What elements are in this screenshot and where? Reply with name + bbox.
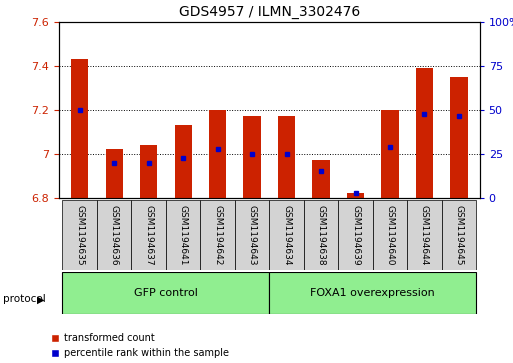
Title: GDS4957 / ILMN_3302476: GDS4957 / ILMN_3302476 <box>179 5 360 19</box>
Bar <box>97 200 131 270</box>
Bar <box>304 200 338 270</box>
Bar <box>174 125 192 198</box>
Bar <box>407 200 442 270</box>
Legend: transformed count, percentile rank within the sample: transformed count, percentile rank withi… <box>51 333 229 358</box>
Bar <box>209 110 226 198</box>
Text: GSM1194645: GSM1194645 <box>455 205 463 265</box>
Bar <box>140 145 157 198</box>
Text: FOXA1 overexpression: FOXA1 overexpression <box>310 288 435 298</box>
Text: GSM1194634: GSM1194634 <box>282 205 291 265</box>
Bar <box>416 68 433 198</box>
Text: GSM1194636: GSM1194636 <box>110 205 119 265</box>
Bar <box>442 200 476 270</box>
Bar <box>347 193 364 198</box>
Bar <box>235 200 269 270</box>
Bar <box>278 117 295 198</box>
Bar <box>166 200 201 270</box>
Text: GSM1194638: GSM1194638 <box>317 205 326 265</box>
Text: protocol: protocol <box>3 294 45 305</box>
Bar <box>244 117 261 198</box>
Text: GSM1194639: GSM1194639 <box>351 205 360 265</box>
Bar <box>131 200 166 270</box>
Bar <box>63 272 269 314</box>
Bar <box>269 200 304 270</box>
Bar <box>201 200 235 270</box>
Bar <box>63 200 97 270</box>
Bar <box>269 272 476 314</box>
Text: GFP control: GFP control <box>134 288 198 298</box>
Bar <box>71 59 88 198</box>
Text: GSM1194635: GSM1194635 <box>75 205 84 265</box>
Text: GSM1194644: GSM1194644 <box>420 205 429 265</box>
Text: GSM1194637: GSM1194637 <box>144 205 153 265</box>
Text: GSM1194640: GSM1194640 <box>385 205 394 265</box>
Bar <box>381 110 399 198</box>
Text: ▶: ▶ <box>37 294 45 305</box>
Bar <box>450 77 467 198</box>
Bar <box>106 150 123 198</box>
Text: GSM1194643: GSM1194643 <box>248 205 256 265</box>
Bar <box>312 160 330 198</box>
Text: GSM1194642: GSM1194642 <box>213 205 222 265</box>
Text: GSM1194641: GSM1194641 <box>179 205 188 265</box>
Bar <box>338 200 373 270</box>
Bar <box>373 200 407 270</box>
